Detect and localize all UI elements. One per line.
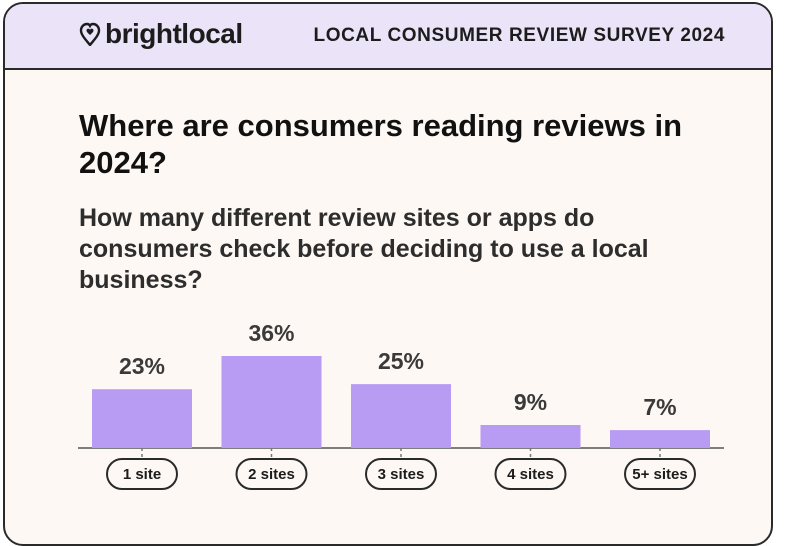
- header-bar: brightlocal LOCAL CONSUMER REVIEW SURVEY…: [5, 4, 771, 70]
- bar-5: [610, 430, 710, 448]
- data-label: 7%: [643, 394, 676, 420]
- bar-1: [92, 389, 192, 448]
- tick-label: 5+ sites: [632, 466, 687, 483]
- tick-label: 4 sites: [507, 466, 554, 483]
- data-label: 25%: [378, 348, 424, 374]
- category-pill: [494, 458, 567, 490]
- brand-logo: brightlocal: [79, 18, 243, 50]
- bar-4: [480, 425, 581, 448]
- bar-2: [221, 356, 322, 448]
- brand-name: brightlocal: [105, 18, 243, 49]
- tick-label: 2 sites: [248, 466, 295, 483]
- survey-title: LOCAL CONSUMER REVIEW SURVEY 2024: [313, 25, 725, 46]
- category-pill: [624, 458, 696, 490]
- category-pill: [106, 458, 178, 490]
- tick-label: 1 site: [123, 466, 161, 483]
- bar-chart: 23% 1 site 36% 2 sites 25% 3 sites 9% 4 sites 7%…: [78, 320, 724, 490]
- page-title: Where are consumers reading reviews in 2…: [79, 108, 683, 180]
- infographic-card: brightlocal LOCAL CONSUMER REVIEW SURVEY…: [3, 2, 773, 546]
- bar-3: [351, 384, 451, 448]
- location-heart-icon: [79, 22, 101, 46]
- chart-question: How many different review sites or apps …: [79, 204, 649, 294]
- tick-label: 3 sites: [378, 466, 425, 483]
- category-pill: [235, 458, 308, 490]
- data-label: 23%: [119, 353, 165, 379]
- category-pill: [365, 458, 437, 490]
- data-label: 9%: [514, 389, 547, 415]
- data-label: 36%: [248, 320, 294, 346]
